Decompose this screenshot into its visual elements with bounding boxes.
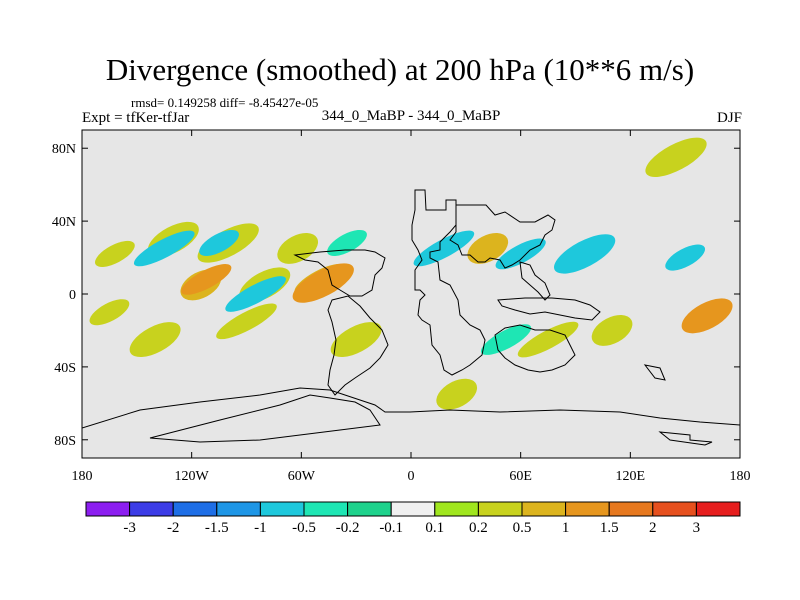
longitude-axis: 180 120W 60W 0 60E 120E 180 [72, 130, 751, 484]
lat-tick-label: 80N [52, 142, 76, 157]
lat-tick-label: 40N [52, 215, 76, 230]
colorbar-label: 0.5 [513, 520, 532, 536]
coastline-antarctica [82, 387, 740, 429]
colorbar-label: 0.2 [469, 520, 488, 536]
coastline-north-america [293, 249, 386, 297]
divergence-blob [277, 233, 319, 264]
colorbar-label: 2 [649, 520, 657, 536]
colorbar-swatch [347, 501, 392, 517]
colorbar-label: 3 [693, 520, 701, 536]
divergence-blob [199, 229, 239, 257]
divergence-blob [330, 322, 382, 358]
colorbar-swatch [390, 501, 436, 517]
lon-tick-label: 60E [509, 469, 532, 484]
colorbar-label: 1.5 [600, 520, 619, 536]
colorbar-swatch [477, 501, 523, 517]
colorbar-label: -1 [254, 520, 267, 536]
coastline-asia [449, 204, 556, 269]
coastline-south-america [327, 295, 389, 396]
lat-tick-label: 40S [54, 361, 76, 376]
divergence-blob [467, 233, 509, 264]
colorbar-swatch [434, 501, 479, 517]
colorbar-label: -1.5 [205, 520, 229, 536]
colorbar-label: 1 [562, 520, 570, 536]
season-label: DJF [716, 110, 742, 126]
coastline-africa-europe [411, 189, 486, 376]
colorbar-swatch [85, 501, 131, 517]
divergence-blob [89, 299, 130, 326]
colorbar-swatch [565, 501, 610, 517]
case-label: 344_0_MaBP - 344_0_MaBP [321, 108, 501, 124]
coastline-indonesia [497, 297, 601, 321]
lon-tick-label: 120W [175, 469, 210, 484]
lon-tick-label: 180 [730, 469, 751, 484]
coastline-antarctica-west [658, 431, 713, 446]
rmsd-diff-stats: rmsd= 0.149258 diff= -8.45427e-05 [131, 95, 319, 110]
divergence-field [89, 137, 733, 410]
divergence-blob [181, 264, 232, 295]
divergence-blob [129, 322, 181, 358]
divergence-blob [480, 324, 532, 355]
plot-title: Divergence (smoothed) at 200 hPa (10**6 … [105, 52, 695, 87]
divergence-blob [216, 303, 277, 340]
coastlines [82, 189, 740, 446]
colorbar-swatch [259, 501, 305, 517]
lat-tick-label: 80S [54, 434, 76, 449]
divergence-blob [292, 263, 354, 303]
colorbar-swatch [695, 501, 741, 517]
divergence-blob [95, 240, 135, 267]
divergence-blob [517, 321, 579, 358]
divergence-blob [591, 315, 633, 346]
divergence-blob [645, 137, 707, 177]
divergence-blob [133, 230, 195, 267]
colorbar-label: -0.5 [292, 520, 316, 536]
colorbar-label: -2 [167, 520, 180, 536]
divergence-blob [327, 229, 367, 257]
lat-tick-label: 0 [69, 288, 76, 303]
colorbar-label: -3 [123, 520, 136, 536]
divergence-blob [554, 234, 616, 274]
divergence-blob [495, 238, 546, 270]
colorbar-swatch [172, 501, 218, 517]
divergence-blob [436, 378, 478, 410]
divergence-blob [225, 276, 286, 312]
lon-tick-label: 60W [288, 469, 316, 484]
coastline-australia [494, 324, 576, 373]
map-background [82, 130, 740, 458]
latitude-axis: 80N 40N 0 40S 80S [52, 142, 740, 449]
experiment-label: Expt = tfKer-tfJar [82, 110, 190, 126]
coastline-new-zealand [643, 364, 666, 381]
lon-tick-label: 0 [408, 469, 415, 484]
colorbar-swatch [652, 501, 697, 517]
colorbar: -3 -2 -1.5 -1 -0.5 -0.2 -0.1 0.1 0.2 0.5 1 1.5 2 3 [85, 501, 741, 536]
colorbar-label: 0.1 [425, 520, 444, 536]
lon-tick-label: 120E [616, 469, 646, 484]
colorbar-swatch [303, 501, 349, 517]
divergence-blob [665, 244, 706, 271]
lon-tick-label: 180 [72, 469, 93, 484]
colorbar-swatch [521, 501, 567, 517]
divergence-blob [413, 230, 475, 267]
colorbar-swatch [129, 501, 174, 517]
colorbar-label: -0.2 [336, 520, 360, 536]
colorbar-swatch [608, 501, 654, 517]
colorbar-swatch [216, 501, 261, 517]
divergence-blob [681, 298, 733, 334]
colorbar-label: -0.1 [379, 520, 403, 536]
coastline-antarctic-peninsula [149, 394, 381, 443]
